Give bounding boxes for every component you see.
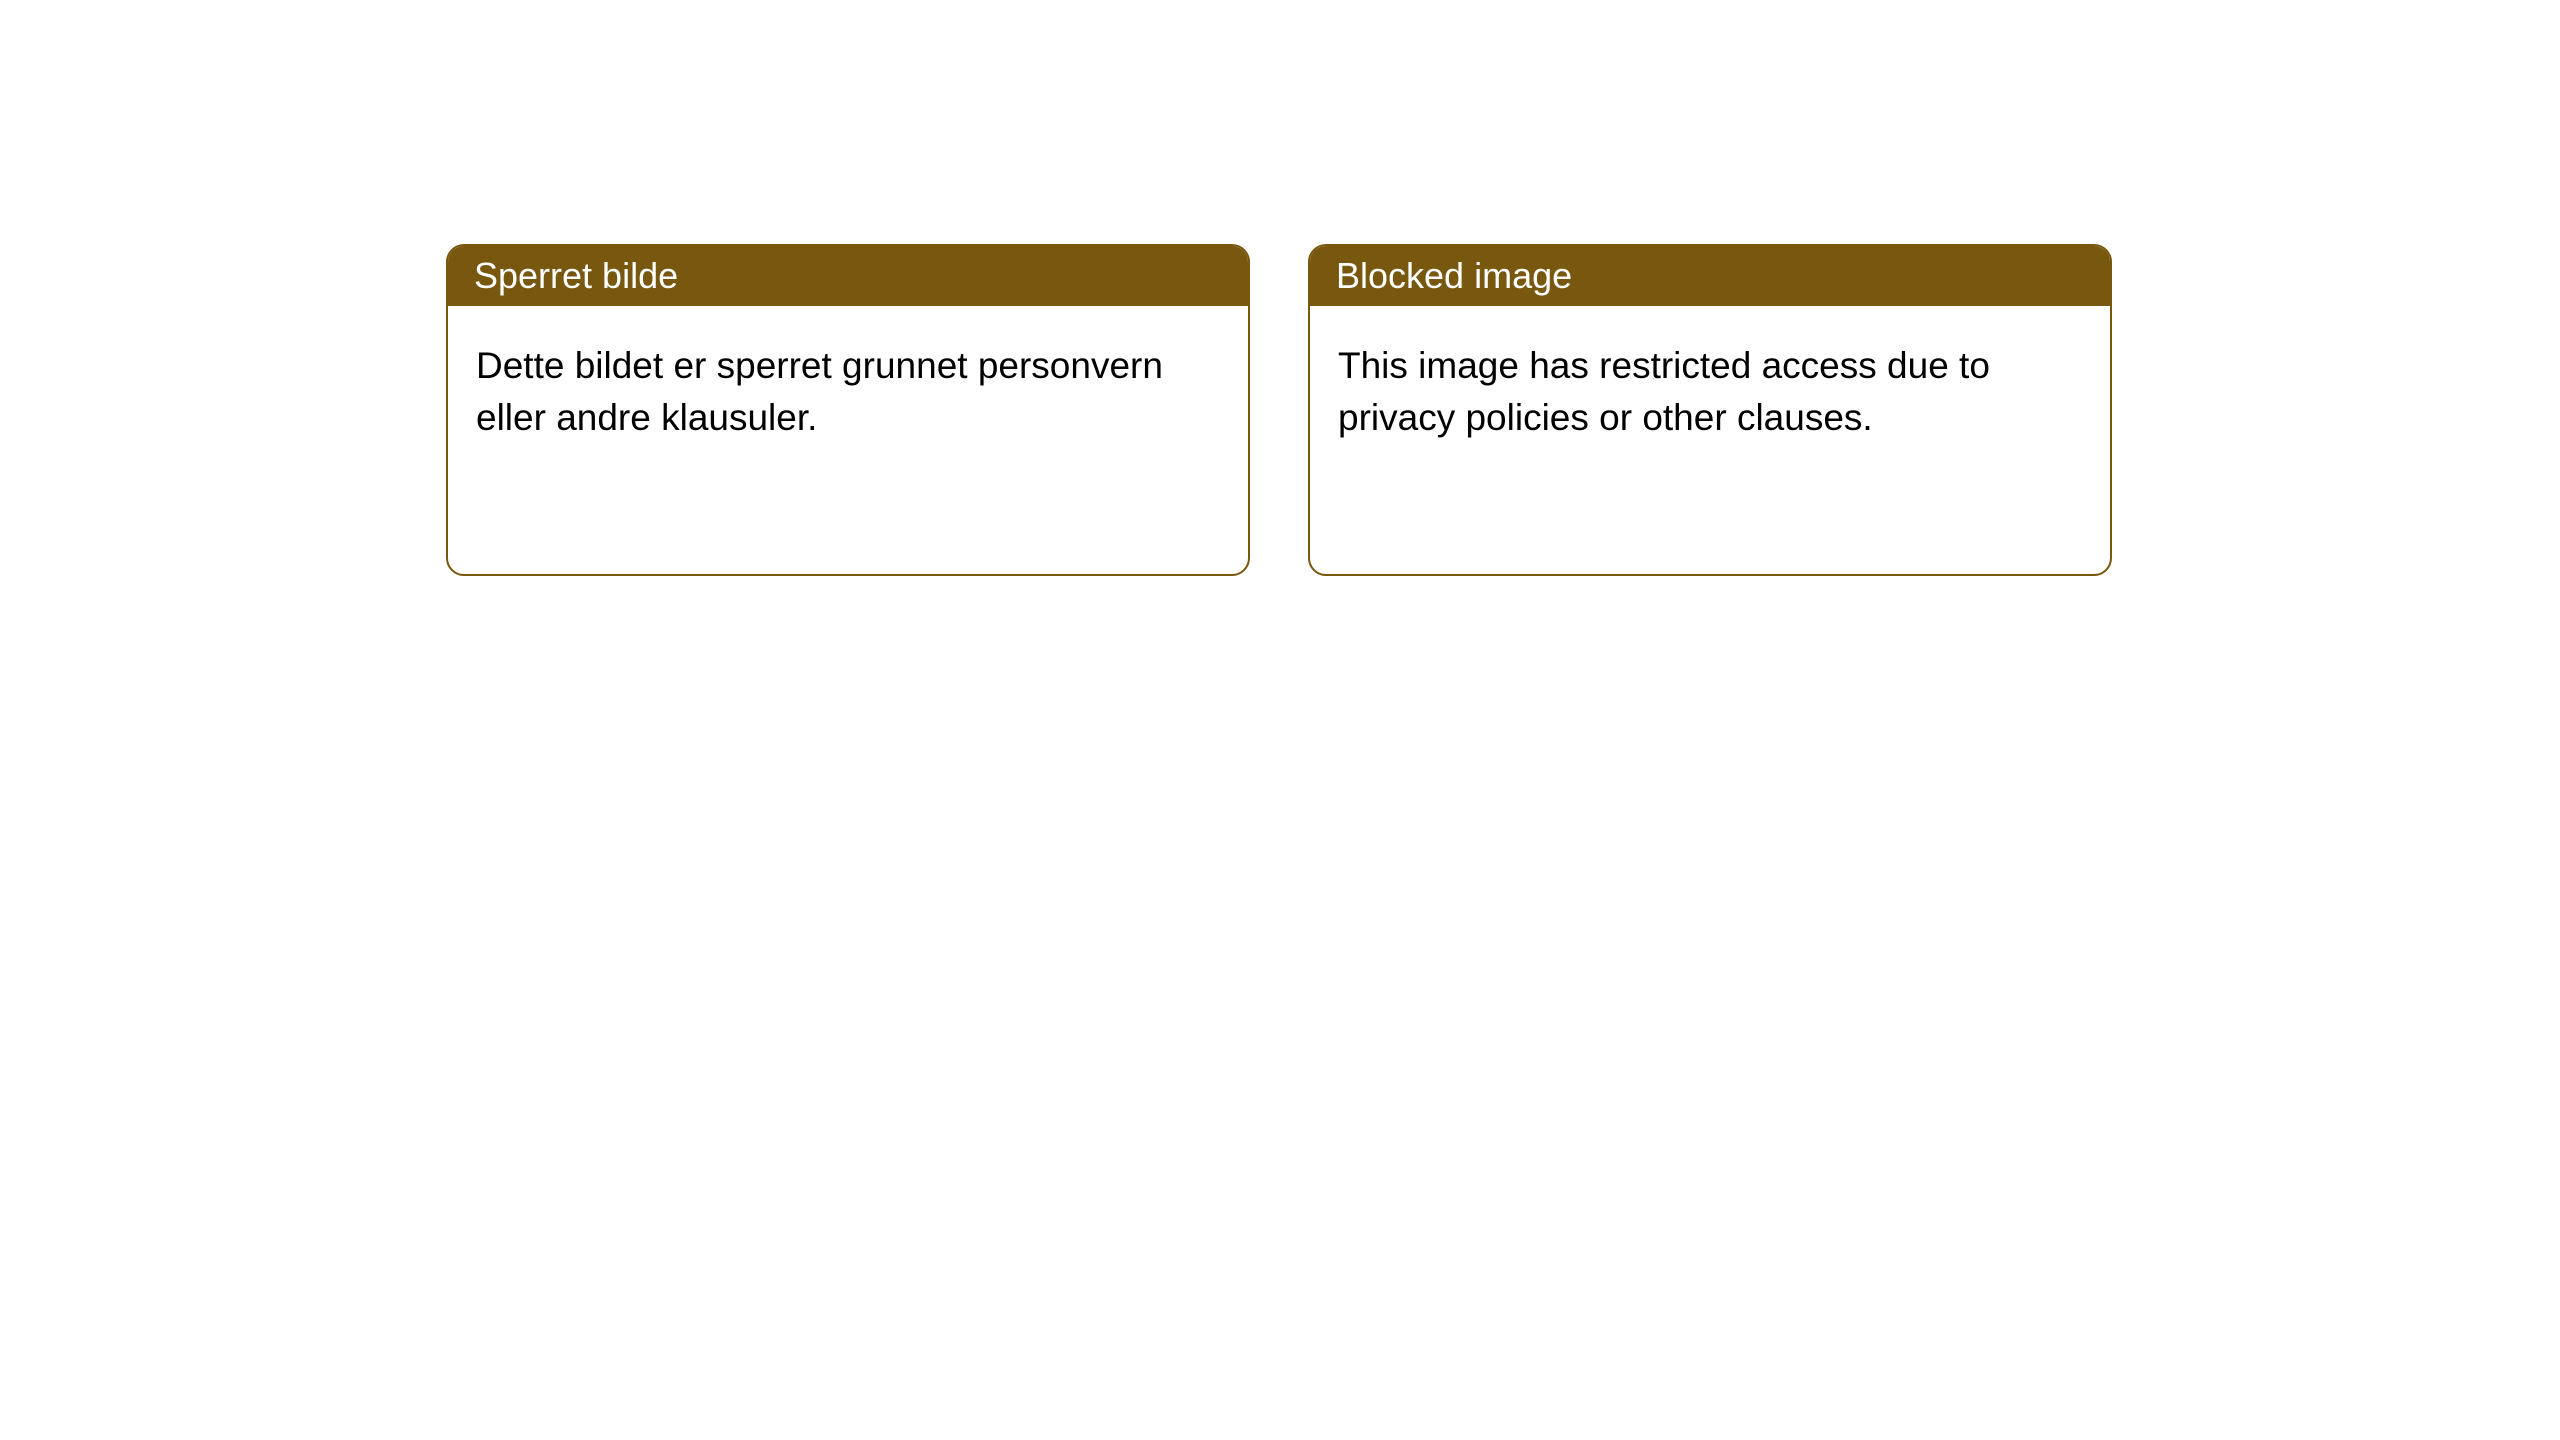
notice-title: Sperret bilde — [474, 255, 678, 297]
notice-card-body: This image has restricted access due to … — [1310, 306, 2110, 472]
notice-body-text: This image has restricted access due to … — [1338, 340, 2082, 444]
notice-container: Sperret bilde Dette bildet er sperret gr… — [0, 0, 2560, 576]
notice-card-header: Blocked image — [1310, 246, 2110, 306]
notice-card-header: Sperret bilde — [448, 246, 1248, 306]
notice-card-body: Dette bildet er sperret grunnet personve… — [448, 306, 1248, 472]
notice-card-english: Blocked image This image has restricted … — [1308, 244, 2112, 576]
notice-title: Blocked image — [1336, 255, 1572, 297]
notice-card-norwegian: Sperret bilde Dette bildet er sperret gr… — [446, 244, 1250, 576]
notice-body-text: Dette bildet er sperret grunnet personve… — [476, 340, 1220, 444]
